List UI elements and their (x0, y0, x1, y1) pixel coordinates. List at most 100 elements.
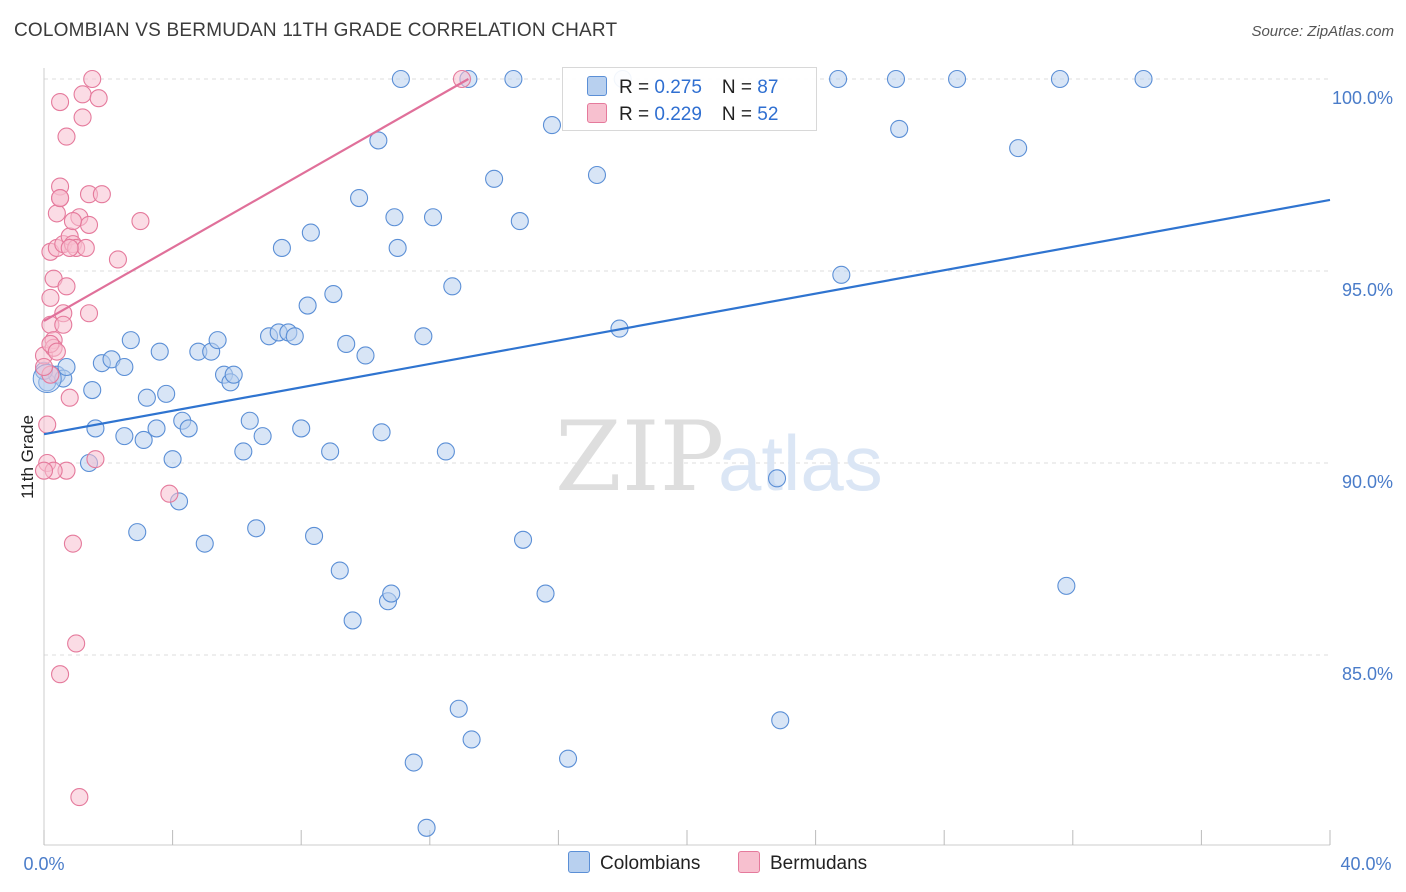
legend-n-label: N = (721, 104, 758, 125)
bottom-legend-colombians[interactable]: Colombians (568, 851, 700, 875)
y-tick-label: 95.0% (1342, 280, 1393, 300)
colombians-point (137, 388, 156, 407)
legend-r-label: R = (619, 104, 655, 125)
bermudans-point (452, 69, 472, 89)
bermudans-point (70, 788, 89, 807)
bermudans-trend-line (43, 78, 469, 322)
colombians-point (240, 411, 259, 430)
x-tick-label-min: 0.0% (23, 854, 64, 874)
colombians-point (417, 818, 436, 837)
colombians-point (83, 380, 102, 400)
watermark: ZIP atlas (555, 401, 883, 513)
colombians-point (208, 331, 227, 350)
bermudans-point (79, 304, 99, 323)
colombians-point (121, 331, 140, 350)
colombians-point (253, 427, 272, 446)
legend-r-value: 0.229 (654, 104, 702, 125)
legend-row-bermudans: R = 0.229 N = 52 (587, 103, 778, 126)
colombians-point (513, 530, 533, 549)
colombians-point (436, 442, 455, 461)
colombians-point (247, 519, 266, 538)
colombians-point (423, 208, 443, 227)
legend-r-label: R = (619, 77, 655, 98)
colombians-point (350, 188, 369, 208)
colombians-point (449, 699, 468, 718)
bermudans-point (63, 534, 82, 553)
colombians-point (462, 730, 481, 749)
legend-r-value: 0.275 (654, 77, 702, 98)
trend-lines (43, 78, 1331, 436)
bermudans-point (34, 461, 54, 480)
bermudans-point (73, 108, 92, 127)
y-axis-label: 11th Grade (18, 415, 37, 499)
colombians-point (330, 561, 349, 580)
bermudans-point (89, 89, 108, 108)
bermudans-point (34, 357, 54, 377)
colombians-point (86, 419, 105, 438)
bermudans-point (54, 315, 73, 334)
bermudans-point (57, 277, 76, 296)
bermudans-swatch (738, 851, 760, 873)
colombians-point (890, 119, 909, 138)
bermudans-series (34, 69, 472, 807)
colombians-swatch (568, 851, 590, 873)
legend-swatch-pink (587, 103, 607, 123)
colombians-point (272, 238, 291, 258)
bermudans-point (41, 288, 60, 307)
y-tick-labels: 85.0% 90.0% 95.0% 100.0% (1332, 88, 1393, 684)
legend-swatch-blue (587, 76, 607, 96)
legend-n-value: 87 (757, 77, 779, 98)
colombians-point (179, 419, 198, 438)
bermudans-point (160, 484, 179, 503)
colombians-point (343, 611, 362, 630)
colombians-point (369, 131, 388, 150)
bermudans-point (92, 185, 111, 204)
bermudans-point (57, 127, 76, 146)
colombians-point (536, 584, 555, 603)
colombians-point (1057, 576, 1076, 595)
bermudans-point (38, 415, 57, 434)
colombians-point (443, 277, 462, 296)
colombians-point (948, 69, 967, 89)
bermudans-point (51, 188, 70, 208)
colombians-point (337, 334, 356, 354)
colombians-point (224, 365, 243, 384)
colombians-point (485, 169, 504, 188)
colombians-point (771, 711, 790, 730)
colombians-point (510, 212, 529, 231)
colombians-point (391, 69, 410, 89)
colombians-point (301, 223, 320, 242)
bermudans-point (47, 342, 66, 361)
bermudans-point (63, 212, 82, 231)
colombians-point (115, 357, 134, 377)
colombians-trend-line (43, 198, 1331, 436)
colombians-point (886, 69, 906, 89)
colombians-point (829, 69, 848, 89)
colombians-point (298, 296, 317, 315)
bermudans-point (60, 388, 79, 407)
colombians-point (157, 384, 176, 403)
colombians-point (382, 584, 401, 603)
colombians-point (147, 419, 166, 438)
y-tick-label: 85.0% (1342, 664, 1393, 684)
watermark-zip: ZIP (555, 401, 724, 513)
bermudans-point (51, 92, 70, 112)
colombians-point (385, 208, 404, 227)
bermudans-point (76, 238, 95, 258)
chart-title: COLOMBIAN VS BERMUDAN 11TH GRADE CORRELA… (14, 20, 618, 41)
colombians-point (57, 357, 76, 377)
colombians-point (115, 427, 134, 446)
colombians-point (292, 419, 311, 438)
colombians-point (356, 346, 375, 365)
bermudans-point (83, 69, 102, 89)
colombians-point (767, 469, 787, 488)
legend-n-value: 52 (757, 104, 779, 125)
x-tick-label-max: 40.0% (1340, 854, 1391, 874)
colombians-point (414, 327, 433, 346)
bottom-legend-bermudans[interactable]: Bermudans (738, 851, 867, 875)
bermudans-point (131, 212, 150, 231)
colombians-point (542, 116, 562, 135)
correlation-legend: R = 0.275 N = 87 R = 0.229 N = 52 (562, 67, 817, 131)
colombians-point (558, 749, 578, 768)
colombians-point (504, 69, 523, 89)
